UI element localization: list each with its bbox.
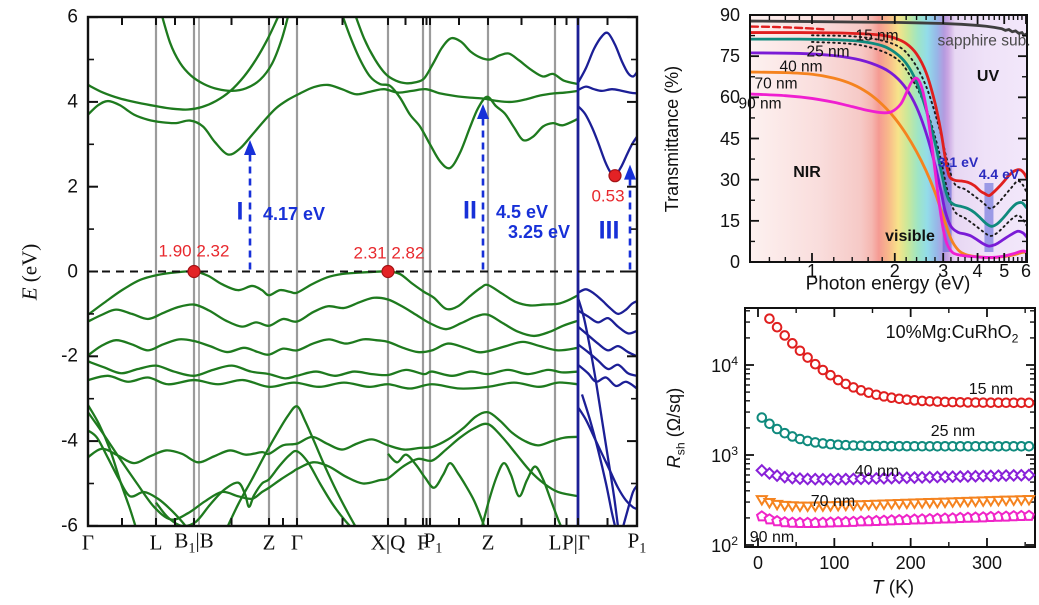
trans-ytick-label: 75 [719, 46, 740, 67]
rsh-ytick-label: 104 [711, 354, 738, 376]
region-label-visible: visible [885, 228, 935, 245]
trans-ytick-label: 45 [719, 128, 740, 149]
band-ytick-label: 0 [67, 261, 78, 282]
trans-series-label: sapphire sub. [937, 32, 1031, 50]
kpoint-label: B1|B [174, 528, 214, 557]
transition-roman-III: III [598, 216, 620, 245]
rsh-series-label: 70 nm [810, 493, 856, 510]
transition-roman-II: II [463, 196, 477, 225]
trans-xtick-label: 4 [972, 261, 983, 281]
rsh-xtick-label: 200 [895, 553, 926, 573]
rsh-xtick-label: 0 [752, 553, 764, 573]
kpoint-label: L [548, 530, 562, 555]
kpoint-label: P1 [423, 528, 443, 557]
rsh-y-axis-label: Rsh (Ω/sq) [664, 387, 688, 469]
energy-marker-label-3-1ev: 3.1 eV [937, 154, 979, 170]
trans-ytick-label: 60 [719, 87, 740, 108]
rsh-ytick-label: 103 [711, 444, 738, 466]
rsh-series-label: 15 nm [968, 381, 1014, 398]
trans-ytick-label: 15 [719, 210, 740, 231]
trans-xtick-label: 5 [999, 261, 1010, 281]
energy-marker-label-4-4ev: 4.4 eV [978, 166, 1020, 182]
band-ytick-label: 2 [67, 176, 78, 198]
band-ytick-label: -4 [61, 430, 78, 452]
band-gap-label-3: 0.53 [591, 186, 625, 206]
transition-energy-II: 4.5 eV [495, 202, 549, 222]
rsh-series-label: 25 nm [930, 423, 976, 440]
kpoint-label: F [417, 530, 429, 555]
rsh-series-label: 90 nm [749, 529, 795, 546]
trans-series-label: 90 nm [738, 95, 782, 113]
band-ytick-label: -2 [61, 345, 78, 367]
kpoint-label: P1 [627, 528, 647, 557]
kpoint-label: X|Q [370, 530, 406, 555]
trans-series-label: 40 nm [779, 58, 823, 76]
rsh-xtick-label: 100 [819, 553, 850, 573]
trans-series-label: 15 nm [855, 27, 899, 45]
transition-energy-III: 3.25 eV [507, 222, 571, 242]
trans-xtick-label: 1 [806, 261, 818, 281]
trans-xtick-label: 2 [889, 261, 900, 281]
band-gap-label-2: 2.31 2.82 [353, 243, 425, 263]
band-ytick-label: 6 [67, 6, 78, 28]
rsh-series-label: 40 nm [854, 463, 900, 480]
transition-energy-I: 4.17 eV [262, 204, 326, 224]
kpoint-label: Γ [290, 530, 304, 555]
kpoint-label: L [149, 530, 163, 555]
trans-ytick-label: 0 [729, 252, 740, 272]
trans-xtick-label: 3 [938, 261, 949, 281]
region-label-nir: NIR [793, 164, 821, 181]
trans-ytick-label: 90 [719, 5, 740, 25]
band-y-axis-label: E (eV) [17, 243, 42, 301]
kpoint-label: Γ [81, 530, 95, 555]
transmittance-x-axis-label: Photon energy (eV) [805, 273, 971, 295]
band-ytick-label: -6 [61, 515, 78, 537]
rsh-xtick-label: 300 [971, 553, 1003, 573]
kpoint-label: Z [262, 530, 276, 555]
kpoint-label: Z [481, 530, 495, 555]
trans-xtick-label: 6 [1020, 261, 1031, 281]
spectrum-background [750, 15, 1027, 262]
rsh-ytick-label: 102 [711, 534, 738, 556]
band-ytick-label: 4 [67, 91, 78, 113]
trans-series-label: 25 nm [806, 43, 850, 61]
region-label-uv: UV [976, 68, 1000, 85]
trans-series-label: 70 nm [754, 75, 798, 93]
trans-ytick-label: 30 [719, 169, 740, 190]
transmittance-y-axis-label: Transmittance (%) [662, 65, 682, 213]
rsh-plot-title: 10%Mg:CuRhO2 [885, 322, 1019, 346]
band-gap-label-1: 1.90 2.32 [158, 241, 230, 261]
transition-roman-I: I [236, 197, 244, 226]
rsh-x-axis-label: T (K) [871, 577, 915, 599]
kpoint-label: P|Γ [561, 530, 591, 555]
